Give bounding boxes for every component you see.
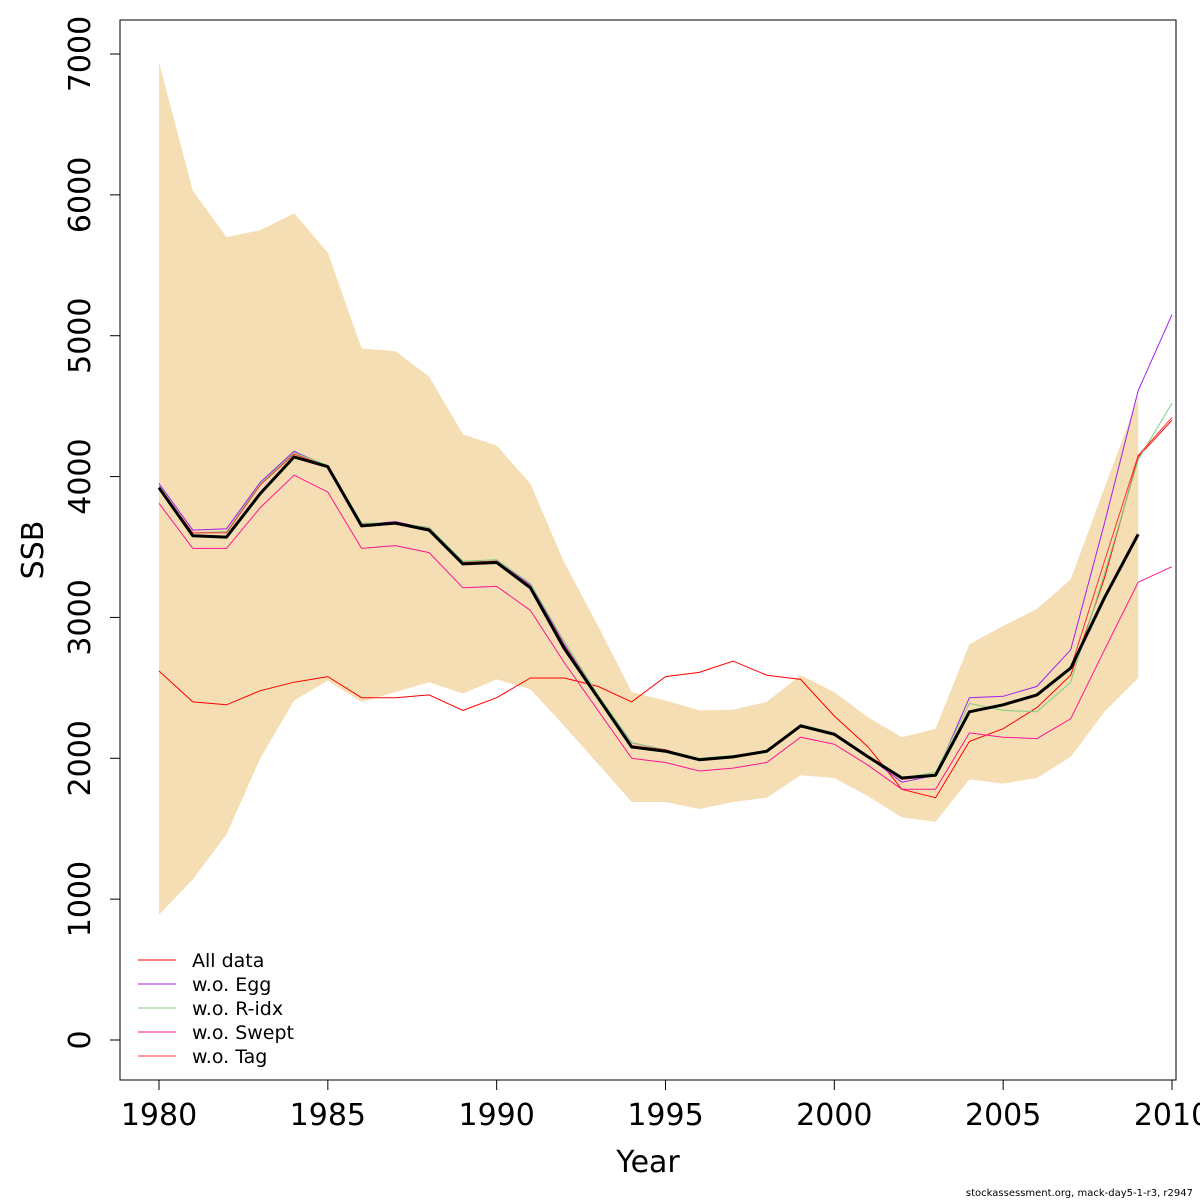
main-estimate-layer <box>157 455 1140 780</box>
y-tick-label-7000: 7000 <box>63 16 98 92</box>
legend-label-w-o-r-idx: w.o. R-idx <box>192 998 283 1020</box>
y-axis-title: SSB <box>16 521 51 580</box>
y-tick-label-5000: 5000 <box>63 298 98 374</box>
main-estimate-line <box>157 455 1140 780</box>
series-line-all-data <box>158 419 1173 799</box>
confidence-band-layer <box>159 62 1139 915</box>
legend-label-w-o-egg: w.o. Egg <box>192 974 271 996</box>
x-tick-label-2005: 2005 <box>965 1098 1041 1133</box>
y-tick-label-2000: 2000 <box>63 720 98 796</box>
confidence-band <box>159 62 1139 915</box>
footer-credit: stockassessment.org, mack-day5-1-r3, r29… <box>966 1188 1193 1199</box>
legend-label-w-o-swept: w.o. Swept <box>192 1022 294 1044</box>
y-tick-label-3000: 3000 <box>63 579 98 655</box>
x-tick-label-1980: 1980 <box>121 1098 197 1133</box>
y-axis: 0 1000 2000 3000 4000 5000 6000 7000 <box>63 16 121 1050</box>
x-tick-label-2000: 2000 <box>796 1098 872 1133</box>
x-axis-title: Year <box>615 1145 680 1180</box>
legend-label-w-o-tag: w.o. Tag <box>192 1046 267 1068</box>
x-tick-label-1990: 1990 <box>458 1098 534 1133</box>
x-tick-label-1995: 1995 <box>627 1098 703 1133</box>
x-tick-label-1985: 1985 <box>290 1098 366 1133</box>
y-tick-label-0: 0 <box>63 1030 98 1049</box>
y-tick-label-6000: 6000 <box>63 157 98 233</box>
legend-label-all-data: All data <box>192 950 264 972</box>
y-tick-label-1000: 1000 <box>63 861 98 937</box>
series-line-w-o-swept <box>158 474 1173 790</box>
y-tick-label-4000: 4000 <box>63 438 98 514</box>
